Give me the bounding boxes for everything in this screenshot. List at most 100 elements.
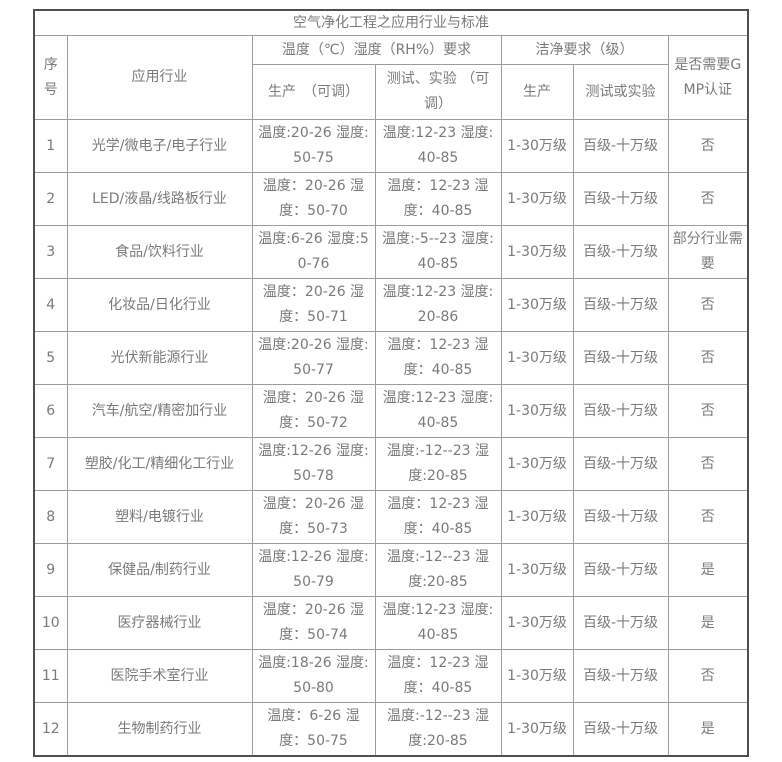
- col-header-gmp: 是否需要GMP认证: [667, 35, 749, 120]
- col-header-temp-prod: 生产 （可调）: [251, 64, 376, 120]
- cell-temp-test: 温度：12-23 湿度：40-85: [374, 331, 502, 385]
- cell-gmp: 是: [667, 543, 749, 597]
- cell-industry: 化妆品/日化行业: [66, 278, 253, 332]
- cell-clean-test: 百级-十万级: [572, 331, 669, 385]
- cell-clean-test: 百级-十万级: [572, 702, 669, 757]
- cell-clean-prod: 1-30万级: [500, 331, 574, 385]
- cell-industry: 光学/微电子/电子行业: [66, 119, 253, 173]
- cell-clean-test: 百级-十万级: [572, 172, 669, 226]
- cell-no: 11: [33, 649, 68, 703]
- cell-temp-prod: 温度：20-26 湿度：50-74: [251, 596, 376, 650]
- cell-temp-test: 温度:-12--23 湿度:20-85: [374, 437, 502, 491]
- cell-temp-test: 温度:-5--23 湿度:40-85: [374, 225, 502, 279]
- cell-temp-prod: 温度：20-26 湿度：50-72: [251, 384, 376, 438]
- cell-temp-prod: 温度：20-26 湿度：50-70: [251, 172, 376, 226]
- cell-no: 6: [33, 384, 68, 438]
- cell-gmp: 是: [667, 702, 749, 757]
- cell-clean-prod: 1-30万级: [500, 702, 574, 757]
- cell-clean-prod: 1-30万级: [500, 543, 574, 597]
- cell-no: 7: [33, 437, 68, 491]
- cell-industry: 塑料/电镀行业: [66, 490, 253, 544]
- table-row: 2 LED/液晶/线路板行业 温度：20-26 湿度：50-70 温度：12-2…: [33, 172, 749, 226]
- cell-clean-test: 百级-十万级: [572, 384, 669, 438]
- cell-no: 9: [33, 543, 68, 597]
- cell-temp-prod: 温度:20-26 湿度:50-75: [251, 119, 376, 173]
- cell-gmp: 否: [667, 331, 749, 385]
- table-row: 9 保健品/制药行业 温度:12-26 湿度:50-79 温度:-12--23 …: [33, 543, 749, 597]
- cell-clean-test: 百级-十万级: [572, 543, 669, 597]
- col-header-clean-prod: 生产: [500, 64, 574, 120]
- table-header-row-1: 序号 应用行业 温度（℃）湿度（RH%）要求 洁净要求（级） 是否需要GMP认证: [33, 35, 749, 120]
- col-header-clean-group: 洁净要求（级）: [500, 35, 669, 65]
- cell-no: 12: [33, 702, 68, 757]
- cell-clean-test: 百级-十万级: [572, 437, 669, 491]
- table-row: 3 食品/饮料行业 温度:6-26 湿度:50-76 温度:-5--23 湿度:…: [33, 225, 749, 279]
- cell-temp-test: 温度：12-23 湿度：40-85: [374, 172, 502, 226]
- cell-gmp: 否: [667, 119, 749, 173]
- cell-temp-prod: 温度:20-26 湿度:50-77: [251, 331, 376, 385]
- cell-temp-test: 温度:12-23 湿度:40-85: [374, 596, 502, 650]
- table-row: 4 化妆品/日化行业 温度：20-26 湿度：50-71 温度:12-23 湿度…: [33, 278, 749, 332]
- cell-gmp: 否: [667, 437, 749, 491]
- cell-gmp: 是: [667, 596, 749, 650]
- col-header-no: 序号: [33, 35, 68, 120]
- col-header-temp-humidity-group: 温度（℃）湿度（RH%）要求: [251, 35, 502, 65]
- table-row: 12 生物制药行业 温度：6-26 湿度：50-75 温度:-12--23 湿度…: [33, 702, 749, 757]
- table-row: 10 医疗器械行业 温度：20-26 湿度：50-74 温度:12-23 湿度:…: [33, 596, 749, 650]
- cell-temp-prod: 温度:18-26 湿度:50-80: [251, 649, 376, 703]
- cell-gmp: 否: [667, 278, 749, 332]
- table-title: 空气净化工程之应用行业与标准: [33, 9, 749, 36]
- cell-temp-prod: 温度:6-26 湿度:50-76: [251, 225, 376, 279]
- cell-gmp: 否: [667, 172, 749, 226]
- cell-temp-test: 温度:-12--23 湿度:20-85: [374, 702, 502, 757]
- cell-no: 8: [33, 490, 68, 544]
- cell-no: 3: [33, 225, 68, 279]
- cell-industry: 保健品/制药行业: [66, 543, 253, 597]
- col-header-temp-test: 测试、实验 （可调）: [374, 64, 502, 120]
- cell-industry: 食品/饮料行业: [66, 225, 253, 279]
- col-header-industry: 应用行业: [66, 35, 253, 120]
- cell-industry: 医疗器械行业: [66, 596, 253, 650]
- table-row: 11 医院手术室行业 温度:18-26 湿度:50-80 温度：12-23 湿度…: [33, 649, 749, 703]
- cell-temp-prod: 温度：6-26 湿度：50-75: [251, 702, 376, 757]
- cell-no: 2: [33, 172, 68, 226]
- table-row: 6 汽车/航空/精密加行业 温度：20-26 湿度：50-72 温度:12-23…: [33, 384, 749, 438]
- cell-temp-test: 温度:12-23 湿度:40-85: [374, 119, 502, 173]
- cell-clean-test: 百级-十万级: [572, 278, 669, 332]
- cell-gmp: 否: [667, 384, 749, 438]
- cell-industry: LED/液晶/线路板行业: [66, 172, 253, 226]
- cell-clean-test: 百级-十万级: [572, 649, 669, 703]
- cell-no: 1: [33, 119, 68, 173]
- cell-clean-prod: 1-30万级: [500, 384, 574, 438]
- table-row: 5 光伏新能源行业 温度:20-26 湿度:50-77 温度：12-23 湿度：…: [33, 331, 749, 385]
- cell-no: 4: [33, 278, 68, 332]
- table-row: 7 塑胶/化工/精细化工行业 温度:12-26 湿度:50-78 温度:-12-…: [33, 437, 749, 491]
- cell-clean-prod: 1-30万级: [500, 278, 574, 332]
- table-header-row-2: 生产 （可调） 测试、实验 （可调） 生产 测试或实验: [34, 64, 748, 120]
- cell-clean-prod: 1-30万级: [500, 172, 574, 226]
- cell-clean-test: 百级-十万级: [572, 596, 669, 650]
- cell-temp-prod: 温度:12-26 湿度:50-78: [251, 437, 376, 491]
- cell-clean-prod: 1-30万级: [500, 490, 574, 544]
- table-title-row: 空气净化工程之应用行业与标准: [33, 9, 749, 36]
- cell-clean-prod: 1-30万级: [500, 119, 574, 173]
- cell-clean-test: 百级-十万级: [572, 119, 669, 173]
- cell-gmp: 否: [667, 490, 749, 544]
- cell-temp-test: 温度:-12--23 湿度:20-85: [374, 543, 502, 597]
- cell-gmp: 部分行业需要: [667, 225, 749, 279]
- cell-industry: 光伏新能源行业: [66, 331, 253, 385]
- cell-temp-prod: 温度：20-26 湿度：50-73: [251, 490, 376, 544]
- cell-industry: 生物制药行业: [66, 702, 253, 757]
- cell-clean-prod: 1-30万级: [500, 649, 574, 703]
- cell-industry: 医院手术室行业: [66, 649, 253, 703]
- cell-temp-test: 温度：12-23 湿度：40-85: [374, 490, 502, 544]
- col-header-clean-test: 测试或实验: [572, 64, 669, 120]
- cell-clean-prod: 1-30万级: [500, 225, 574, 279]
- cell-gmp: 否: [667, 649, 749, 703]
- cell-no: 10: [33, 596, 68, 650]
- cell-temp-test: 温度：12-23 湿度：40-85: [374, 649, 502, 703]
- cell-clean-prod: 1-30万级: [500, 437, 574, 491]
- cell-no: 5: [33, 331, 68, 385]
- cell-temp-prod: 温度:12-26 湿度:50-79: [251, 543, 376, 597]
